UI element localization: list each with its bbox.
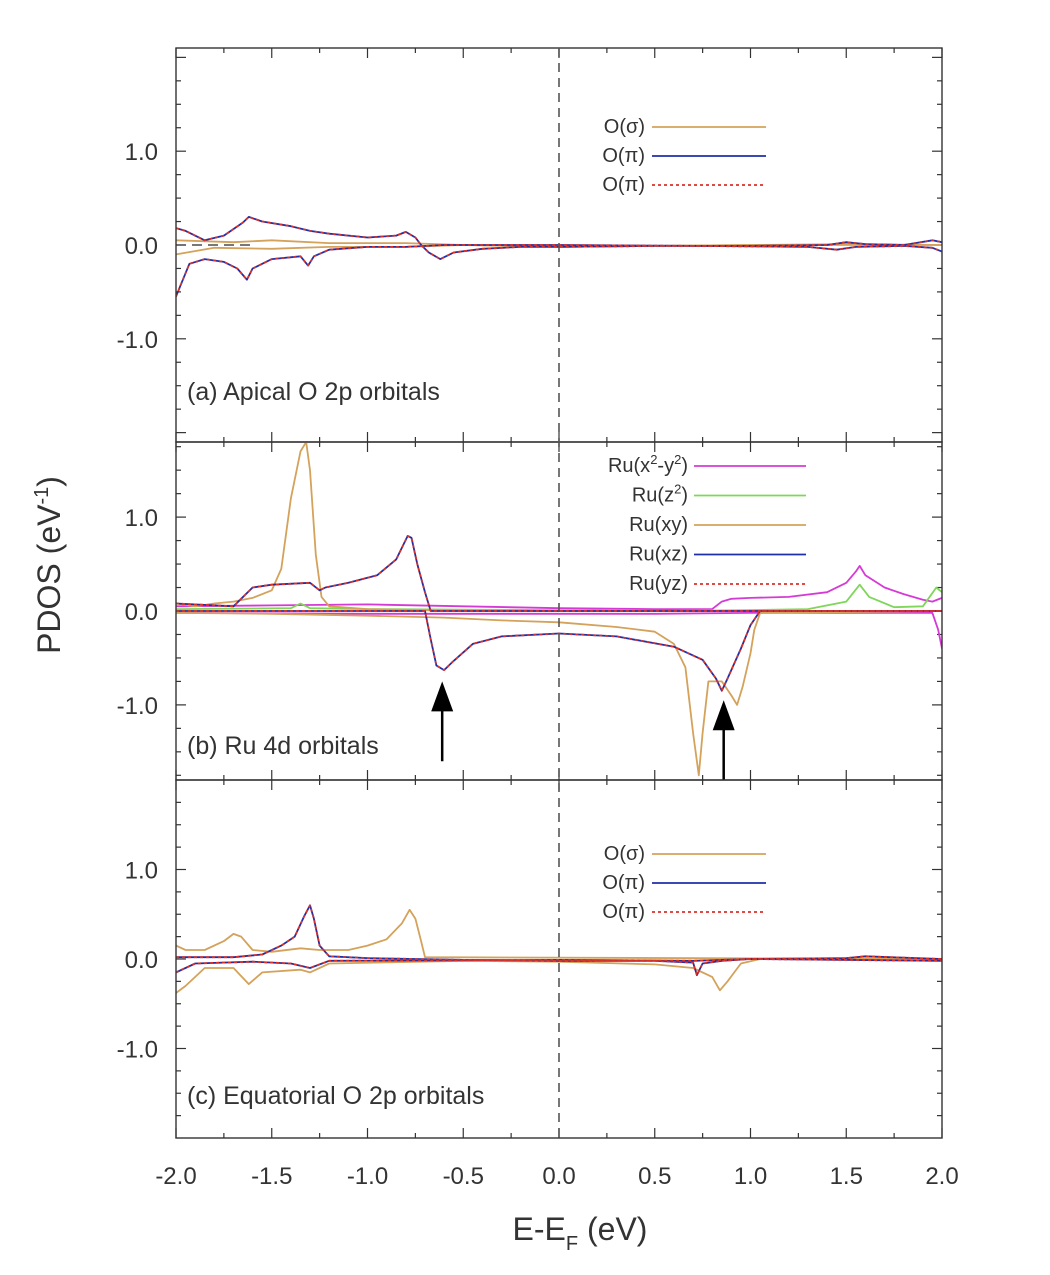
y-tick-label: 1.0 [125,858,158,885]
arrow-head [712,700,735,731]
series-line [176,565,942,610]
y-tick-label: 0.0 [125,947,158,974]
legend-label: O(π) [602,174,645,196]
y-tick-label: -1.0 [117,327,158,354]
legend: O(σ) O(π) O(π) [602,843,766,923]
y-axis-title-sup: -1 [31,487,53,505]
panel-label: (c) Equatorial O 2p orbitals [187,1082,484,1110]
legend-label: Ru(xy) [629,514,688,536]
panel-frame [175,779,943,1139]
legend-label: O(σ) [604,843,645,865]
series-line [176,216,942,260]
series-group [176,442,942,777]
x-tick-label: 1.5 [830,1163,863,1190]
x-axis-title-main: E-E [513,1211,566,1247]
series-group [176,904,942,994]
x-tick-label: -1.0 [347,1163,388,1190]
x-tick-label: -1.5 [251,1163,292,1190]
x-axis-title: E-EF (eV) [513,1211,648,1255]
y-tick-label: -1.0 [117,693,158,720]
x-tick-label: 1.0 [734,1163,767,1190]
y-tick-label: 1.0 [125,139,158,166]
panel-label: (a) Apical O 2p orbitals [187,378,440,406]
x-tick-label: -2.0 [155,1163,196,1190]
x-tick-label: 0.0 [542,1163,575,1190]
y-tick-label: 0.0 [125,233,158,260]
legend-label: Ru(z2) [632,482,688,507]
legend: O(σ) O(π) O(π) [602,116,766,196]
x-axis: -2.0 -1.5 -1.0 -0.5 0.0 0.5 1.0 1.5 2.0 [155,1163,958,1190]
x-axis-title-unit: (eV) [578,1211,647,1247]
series-group [176,216,942,297]
legend-label: Ru(yz) [629,573,688,595]
y-tick-label: 1.0 [125,505,158,532]
legend-label: O(π) [602,145,645,167]
legend-label: Ru(xz) [629,544,688,566]
panel-label: (b) Ru 4d orbitals [187,732,379,760]
series-line [176,442,942,612]
series-line [176,908,942,960]
legend-label: O(π) [602,901,645,923]
series-line [176,610,942,692]
y-tick-label: -1.0 [117,1037,158,1064]
series-line [176,958,942,974]
legend: Ru(x2-y2) Ru(z2) Ru(xy) Ru(xz) Ru(yz) [608,452,806,595]
y-axis-title-main: PDOS (eV [31,504,67,654]
series-line [176,612,942,649]
series-line [176,535,942,612]
panel-a: 1.0 0.0 -1.0 O(σ) O(π) O(π) (a) Apical O 2p or… [117,47,943,443]
series-line [176,244,942,297]
x-tick-label: 2.0 [925,1163,958,1190]
y-axis-title: PDOS (eV-1) [31,476,67,654]
x-axis-title-sub: F [566,1233,578,1255]
y-tick-label: 0.0 [125,599,158,626]
arrow-head [431,681,454,712]
series-line [176,216,942,260]
x-tick-label: -0.5 [443,1163,484,1190]
legend-label: O(σ) [604,116,645,138]
legend-label: O(π) [602,872,645,894]
panel-b: 1.00.0-1.0Ru(x2-y2)Ru(z2)Ru(xy)Ru(xz)Ru(… [117,441,943,781]
x-tick-label: 0.5 [638,1163,671,1190]
panels-layer: 1.0 0.0 -1.0 O(σ) O(π) O(π) (a) Apical O 2p or… [117,47,943,1139]
legend-label: Ru(x2-y2) [608,452,688,477]
series-line [176,583,942,612]
y-axis-title-close: ) [31,476,67,487]
series-line [176,610,942,777]
panel-c: 1.0 0.0 -1.0 O(σ) O(π) O(π) (c) Equatorial O 2… [117,779,943,1139]
